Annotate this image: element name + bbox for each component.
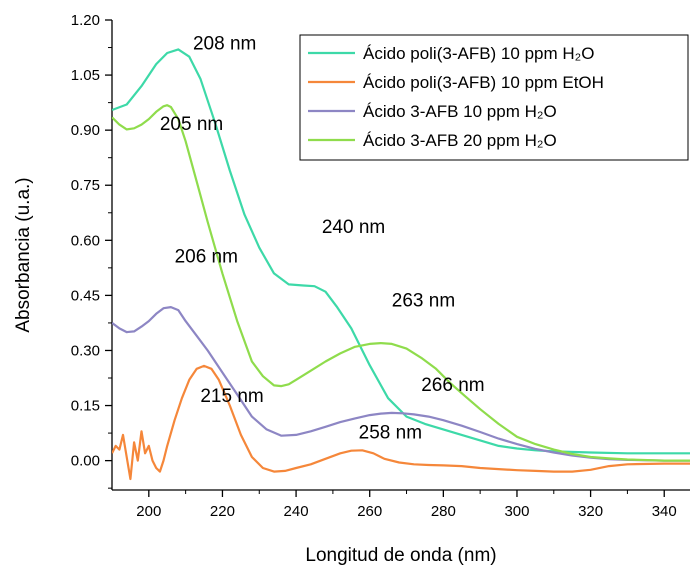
y-tick-label: 0.45 (71, 287, 100, 304)
legend-box (299, 34, 689, 161)
legend: Ácido poli(3-AFB) 10 ppm H₂O Ácido poli(3… (299, 34, 689, 161)
y-tick-label: 1.20 (71, 12, 100, 29)
peak-annotation: 240 nm (322, 217, 385, 238)
legend-label: Ácido poli(3-AFB) 10 ppm EtOH (363, 73, 604, 92)
series-line-2 (112, 364, 690, 481)
peak-annotation: 258 nm (359, 423, 422, 444)
y-axis-title: Absorbancia (u.a.) (13, 177, 34, 332)
x-axis-title: Longitud de onda (nm) (305, 545, 496, 566)
y-tick-label: 1.05 (71, 67, 100, 84)
peak-annotation: 215 nm (200, 386, 263, 407)
y-tick-label: 0.15 (71, 398, 100, 415)
peak-annotation: 266 nm (421, 375, 484, 396)
y-axis: 0.00 0.15 0.30 0.45 0.60 0.75 0.90 1.05 1.20 (71, 12, 112, 489)
x-tick-label: 320 (578, 503, 603, 520)
peak-annotation: 263 nm (392, 290, 455, 311)
x-tick-label: 300 (504, 503, 529, 520)
x-tick-label: 240 (284, 503, 309, 520)
series-lines (112, 48, 690, 481)
x-tick-label: 280 (431, 503, 456, 520)
legend-label: Ácido 3-AFB 20 ppm H₂O (363, 131, 557, 150)
y-tick-label: 0.90 (71, 122, 100, 139)
y-tick-label: 0.75 (71, 177, 100, 194)
peak-annotation: 205 nm (160, 114, 223, 135)
series-line-3 (112, 306, 690, 462)
peak-annotation: 206 nm (175, 246, 238, 267)
peak-annotation: 208 nm (193, 33, 256, 54)
y-tick-label: 0.60 (71, 232, 100, 249)
peak-annotations: 208 nm 205 nm 240 nm 206 nm 263 nm 266 nm 215 … (160, 33, 485, 443)
legend-label: Ácido 3-AFB 10 ppm H₂O (363, 102, 557, 121)
x-tick-label: 200 (136, 503, 161, 520)
x-tick-label: 340 (652, 503, 677, 520)
plot-frame (111, 20, 690, 491)
legend-label: Ácido poli(3-AFB) 10 ppm H₂O (363, 44, 594, 63)
x-tick-label: 220 (210, 503, 235, 520)
y-tick-label: 0.30 (71, 342, 100, 359)
x-axis: 200 220 240 260 280 300 320 340 (136, 490, 677, 520)
series-line-4 (112, 104, 690, 462)
x-tick-label: 260 (357, 503, 382, 520)
series-line-1 (112, 48, 690, 455)
y-tick-label: 0.00 (71, 453, 100, 470)
